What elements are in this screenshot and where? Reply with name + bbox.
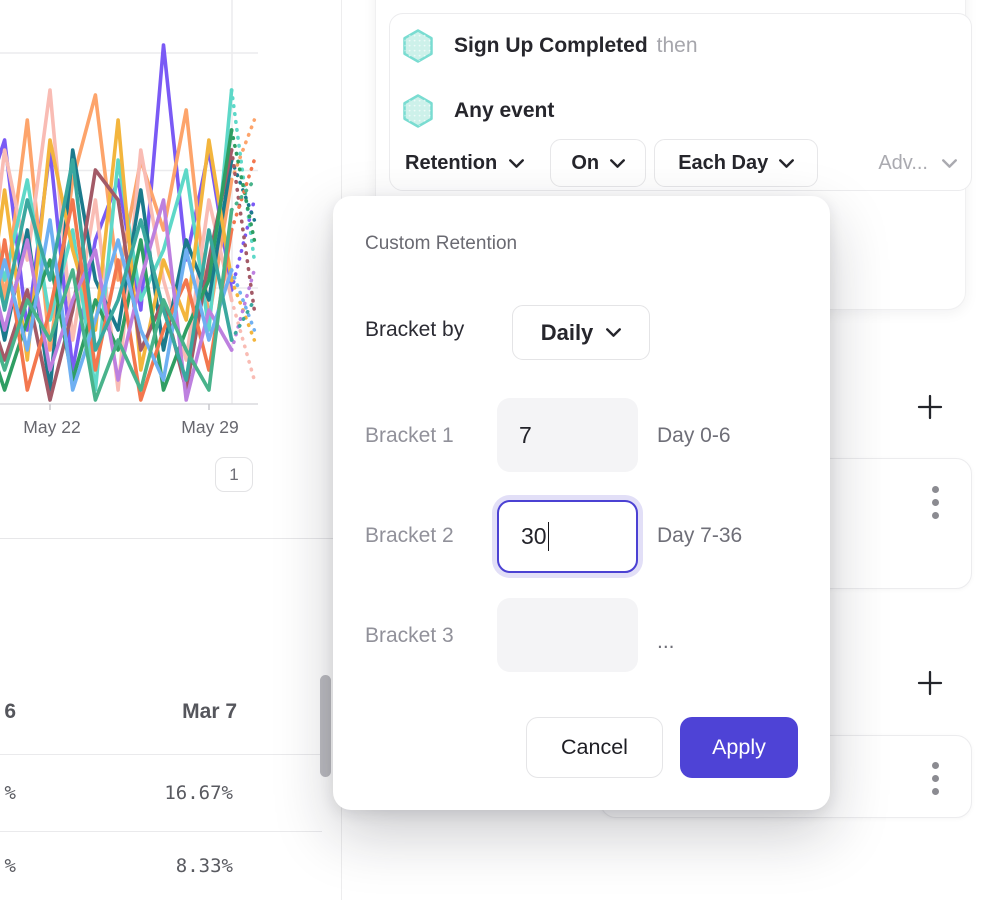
table-row-rule	[0, 831, 322, 832]
measure-dropdown[interactable]: Retention	[405, 151, 525, 175]
bracket-1-input[interactable]: 7	[497, 398, 638, 472]
on-dropdown[interactable]: On	[550, 139, 647, 187]
measure-label: Retention	[405, 151, 498, 174]
query-step-2[interactable]: Any event	[403, 92, 554, 130]
chevron-down-icon	[606, 328, 622, 337]
bracket-by-label: Bracket by	[365, 318, 465, 341]
bracket-1-range: Day 0-6	[657, 424, 731, 447]
on-label: On	[571, 151, 600, 174]
chevron-down-icon	[509, 158, 525, 168]
table-cell-clipped: %	[4, 855, 16, 877]
retention-line-chart	[0, 0, 258, 410]
bracket-2-label: Bracket 2	[365, 524, 454, 547]
chevron-down-icon	[610, 158, 626, 168]
modal-title: Custom Retention	[365, 233, 518, 254]
x-axis-tick-may22: May 22	[23, 417, 81, 437]
custom-retention-modal: Custom Retention Bracket by Daily Bracke…	[333, 196, 830, 810]
bracket-by-select[interactable]: Daily	[512, 305, 650, 360]
bracket-2-value: 30	[521, 523, 547, 549]
chevron-down-icon	[779, 158, 795, 168]
bracket-by-value: Daily	[540, 319, 594, 345]
cancel-button[interactable]: Cancel	[526, 717, 663, 778]
advanced-label: Adv...	[878, 151, 928, 174]
left-panel-divider	[0, 538, 341, 539]
apply-button[interactable]: Apply	[680, 717, 798, 778]
bracket-2-input[interactable]: 30	[497, 500, 638, 573]
kebab-menu-icon[interactable]	[930, 484, 941, 521]
x-axis-tick-may29: May 29	[181, 417, 239, 437]
step-suffix: then	[656, 34, 698, 57]
bracket-1-value: 7	[519, 421, 532, 448]
bracket-2-range: Day 7-36	[657, 524, 743, 547]
table-cell-value: 16.67%	[164, 782, 233, 804]
query-builder-box: Sign Up Completed then Any event Retenti…	[389, 13, 972, 191]
bracket-3-input[interactable]	[497, 598, 638, 672]
table-cell-value: 8.33%	[175, 855, 233, 877]
query-controls-row: Retention On Each Day Adv...	[403, 139, 957, 187]
step-event-name: Any event	[454, 99, 555, 122]
interval-label: Each Day	[678, 151, 769, 174]
scrollbar-thumb[interactable]	[320, 675, 331, 777]
step-event-name: Sign Up Completed	[454, 34, 648, 57]
bracket-3-range: ...	[657, 630, 675, 653]
table-header-rule	[0, 754, 322, 755]
bracket-3-label: Bracket 3	[365, 624, 454, 647]
interval-dropdown[interactable]: Each Day	[654, 139, 819, 187]
kebab-menu-icon[interactable]	[930, 760, 941, 797]
table-cell-clipped: %	[4, 782, 16, 804]
event-hexagon-icon	[403, 94, 433, 128]
bracket-1-label: Bracket 1	[365, 424, 454, 447]
add-section-button[interactable]	[917, 394, 943, 420]
chevron-down-icon	[942, 158, 957, 168]
table-header-clipped: 6	[4, 700, 16, 723]
chart-page-button[interactable]: 1	[215, 457, 253, 492]
text-cursor	[547, 522, 550, 551]
event-hexagon-icon	[403, 29, 433, 63]
table-header-mar7: Mar 7	[182, 700, 237, 723]
add-section-button[interactable]	[917, 670, 943, 696]
advanced-dropdown[interactable]: Adv...	[878, 152, 957, 175]
query-step-1[interactable]: Sign Up Completed then	[403, 27, 698, 65]
